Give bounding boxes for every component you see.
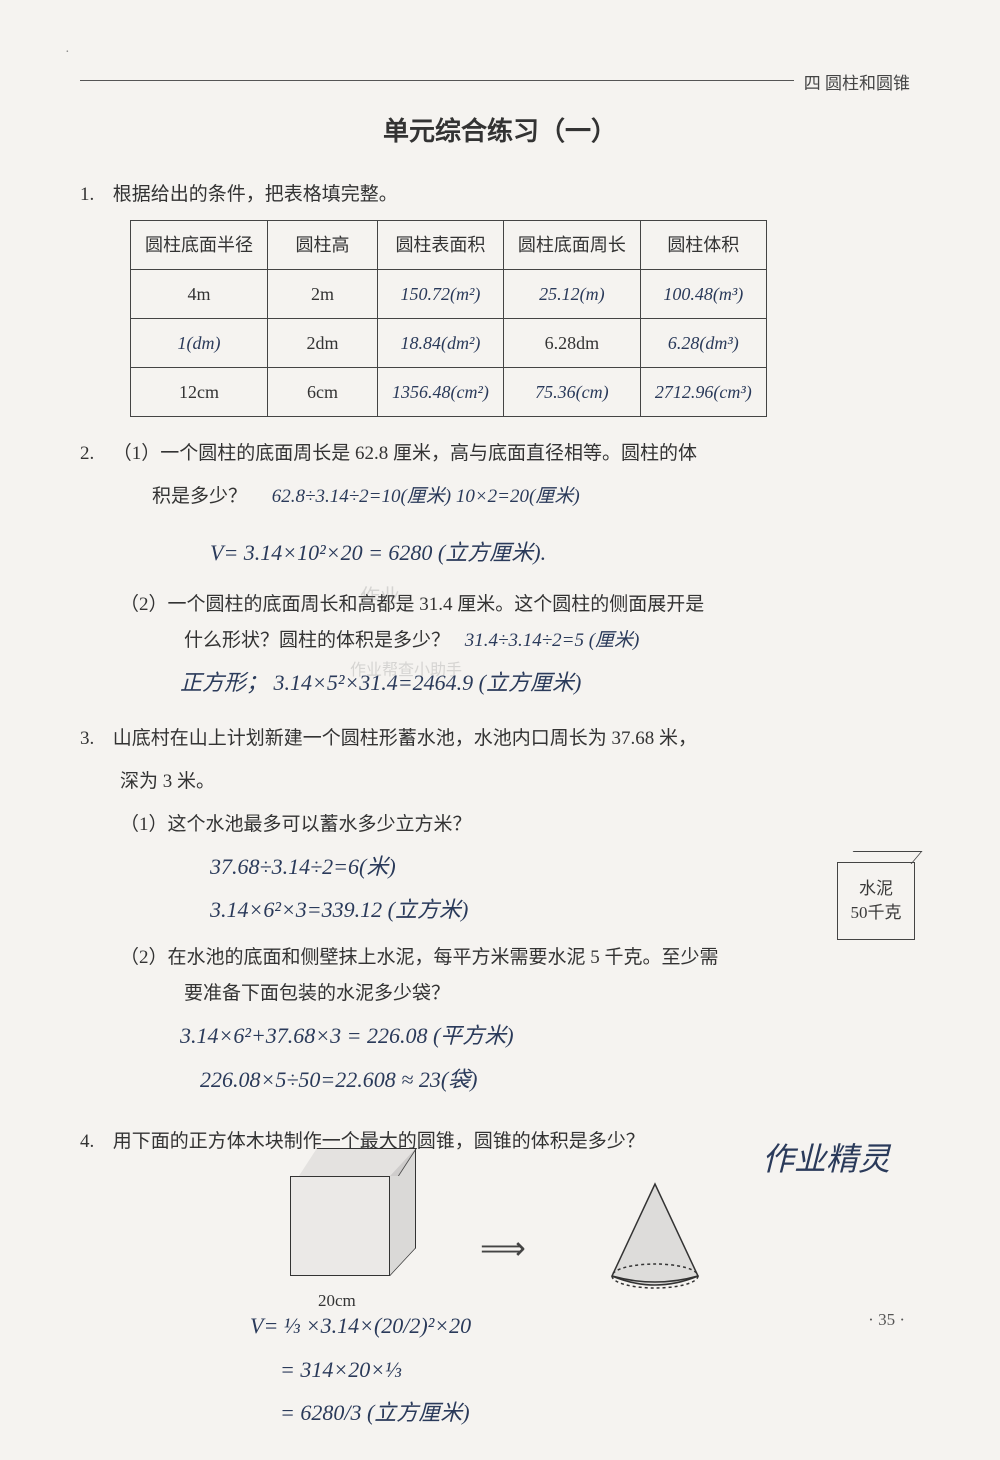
th-surface: 圆柱表面积 [378,221,504,270]
q2-p2-hw1: 31.4÷3.14÷2=5 (厘米) [465,630,640,651]
q2-p2-line2: 什么形状？圆柱的体积是多少？ [184,630,450,651]
q3-p2: （2）在水池的底面和侧壁抹上水泥，每平方米需要水泥 5 千克。至少需 要准备下面… [120,940,920,1012]
th-height: 圆柱高 [268,221,378,270]
q1-table: 圆柱底面半径 圆柱高 圆柱表面积 圆柱底面周长 圆柱体积 4m 2m 150.7… [130,220,767,417]
q2-number: 2. [80,435,108,473]
cell-hw: 1(dm) [131,319,268,368]
cell: 12cm [131,368,268,417]
cement-label1: 水泥 [859,877,893,901]
q3-p1-hw1: 37.68÷3.14÷2=6(米) [210,847,920,887]
q1-number: 1. [80,176,108,214]
q3-p1: （1）这个水池最多可以蓄水多少立方米？ [120,807,920,843]
watermark-3: 作业精灵 [762,1134,890,1180]
cell-hw: 150.72(m²) [378,270,504,319]
q2-p1-line1: （1）一个圆柱的底面周长是 62.8 厘米，高与底面直径相等。圆柱的体 [113,443,697,464]
cell: 2m [268,270,378,319]
q4-number: 4. [80,1123,108,1161]
chapter-label: 四 圆柱和圆锥 [794,69,920,94]
q3-line2: 深为 3 米。 [120,764,920,800]
q4-figures: 20cm ⟹ [260,1176,920,1306]
header-rule: 四 圆柱和圆锥 [80,80,920,81]
cement-bag-icon: 水泥 50千克 [837,862,915,940]
q3-line1: 山底村在山上计划新建一个圆柱形蓄水池，水池内口周长为 37.68 米， [113,728,697,749]
th-circ: 圆柱底面周长 [503,221,640,270]
q4-hw2: = 314×20×⅓ [280,1350,920,1390]
cement-label2: 50千克 [851,901,902,925]
q2-p2: （2）一个圆柱的底面周长和高都是 31.4 厘米。这个圆柱的侧面展开是 什么形状… [120,587,920,659]
corner-mark: · [65,45,70,61]
q3-number: 3. [80,720,108,758]
q2-p1-line2-wrap: 积是多少？ 62.8÷3.14÷2=10(厘米) 10×2=20(厘米) [120,479,920,515]
question-1: 1. 根据给出的条件，把表格填完整。 圆柱底面半径 圆柱高 圆柱表面积 圆柱底面… [80,176,920,417]
question-2: 2. （1）一个圆柱的底面周长是 62.8 厘米，高与底面直径相等。圆柱的体 积… [80,435,920,702]
table-row: 4m 2m 150.72(m²) 25.12(m) 100.48(m³) [131,270,767,319]
th-radius: 圆柱底面半径 [131,221,268,270]
question-3: 3. 山底村在山上计划新建一个圆柱形蓄水池，水池内口周长为 37.68 米， 深… [80,720,920,1099]
arrow-icon: ⟹ [480,1216,526,1280]
cell-hw: 75.36(cm) [503,368,640,417]
q2-p2-line1: （2）一个圆柱的底面周长和高都是 31.4 厘米。这个圆柱的侧面展开是 [120,594,704,615]
table-row: 12cm 6cm 1356.48(cm²) 75.36(cm) 2712.96(… [131,368,767,417]
page-title: 单元综合练习（一） [80,111,920,148]
table-header-row: 圆柱底面半径 圆柱高 圆柱表面积 圆柱底面周长 圆柱体积 [131,221,767,270]
q2-p1-hw2: V= 3.14×10²×20 = 6280 (立方厘米). [210,533,920,573]
cone-icon [600,1176,710,1296]
q2-p1-hw1: 62.8÷3.14÷2=10(厘米) 10×2=20(厘米) [272,486,580,507]
cell-hw: 2712.96(cm³) [640,368,766,417]
q3-p2-line2: 要准备下面包装的水泥多少袋？ [184,983,450,1004]
page-number: · 35 · [868,1310,905,1330]
cube-front-face [290,1176,390,1276]
cell-hw: 25.12(m) [503,270,640,319]
q2-p2-hw2: 正方形； 3.14×5²×31.4=2464.9 (立方厘米) [180,663,920,703]
q3-p2-hw2: 226.08×5÷50=22.608 ≈ 23(袋) [200,1060,920,1100]
cube-icon: 20cm [290,1176,390,1276]
cell-hw: 1356.48(cm²) [378,368,504,417]
q2-p1-line2: 积是多少？ [152,486,247,507]
cell: 2dm [268,319,378,368]
q3-p2-line1: （2）在水池的底面和侧壁抹上水泥，每平方米需要水泥 5 千克。至少需 [120,947,719,968]
cube-dimension: 20cm [318,1284,356,1318]
cell-hw: 18.84(dm²) [378,319,504,368]
cell-hw: 6.28(dm³) [640,319,766,368]
q3-p2-hw1: 3.14×6²+37.68×3 = 226.08 (平方米) [180,1016,920,1056]
q3-p1-hw2: 3.14×6²×3=339.12 (立方米) [210,890,920,930]
cell-hw: 100.48(m³) [640,270,766,319]
cell: 6cm [268,368,378,417]
cell: 4m [131,270,268,319]
q4-hw3: = 6280/3 (立方厘米) [280,1393,920,1433]
th-volume: 圆柱体积 [640,221,766,270]
cell: 6.28dm [503,319,640,368]
table-row: 1(dm) 2dm 18.84(dm²) 6.28dm 6.28(dm³) [131,319,767,368]
q1-prompt: 根据给出的条件，把表格填完整。 [113,184,398,205]
